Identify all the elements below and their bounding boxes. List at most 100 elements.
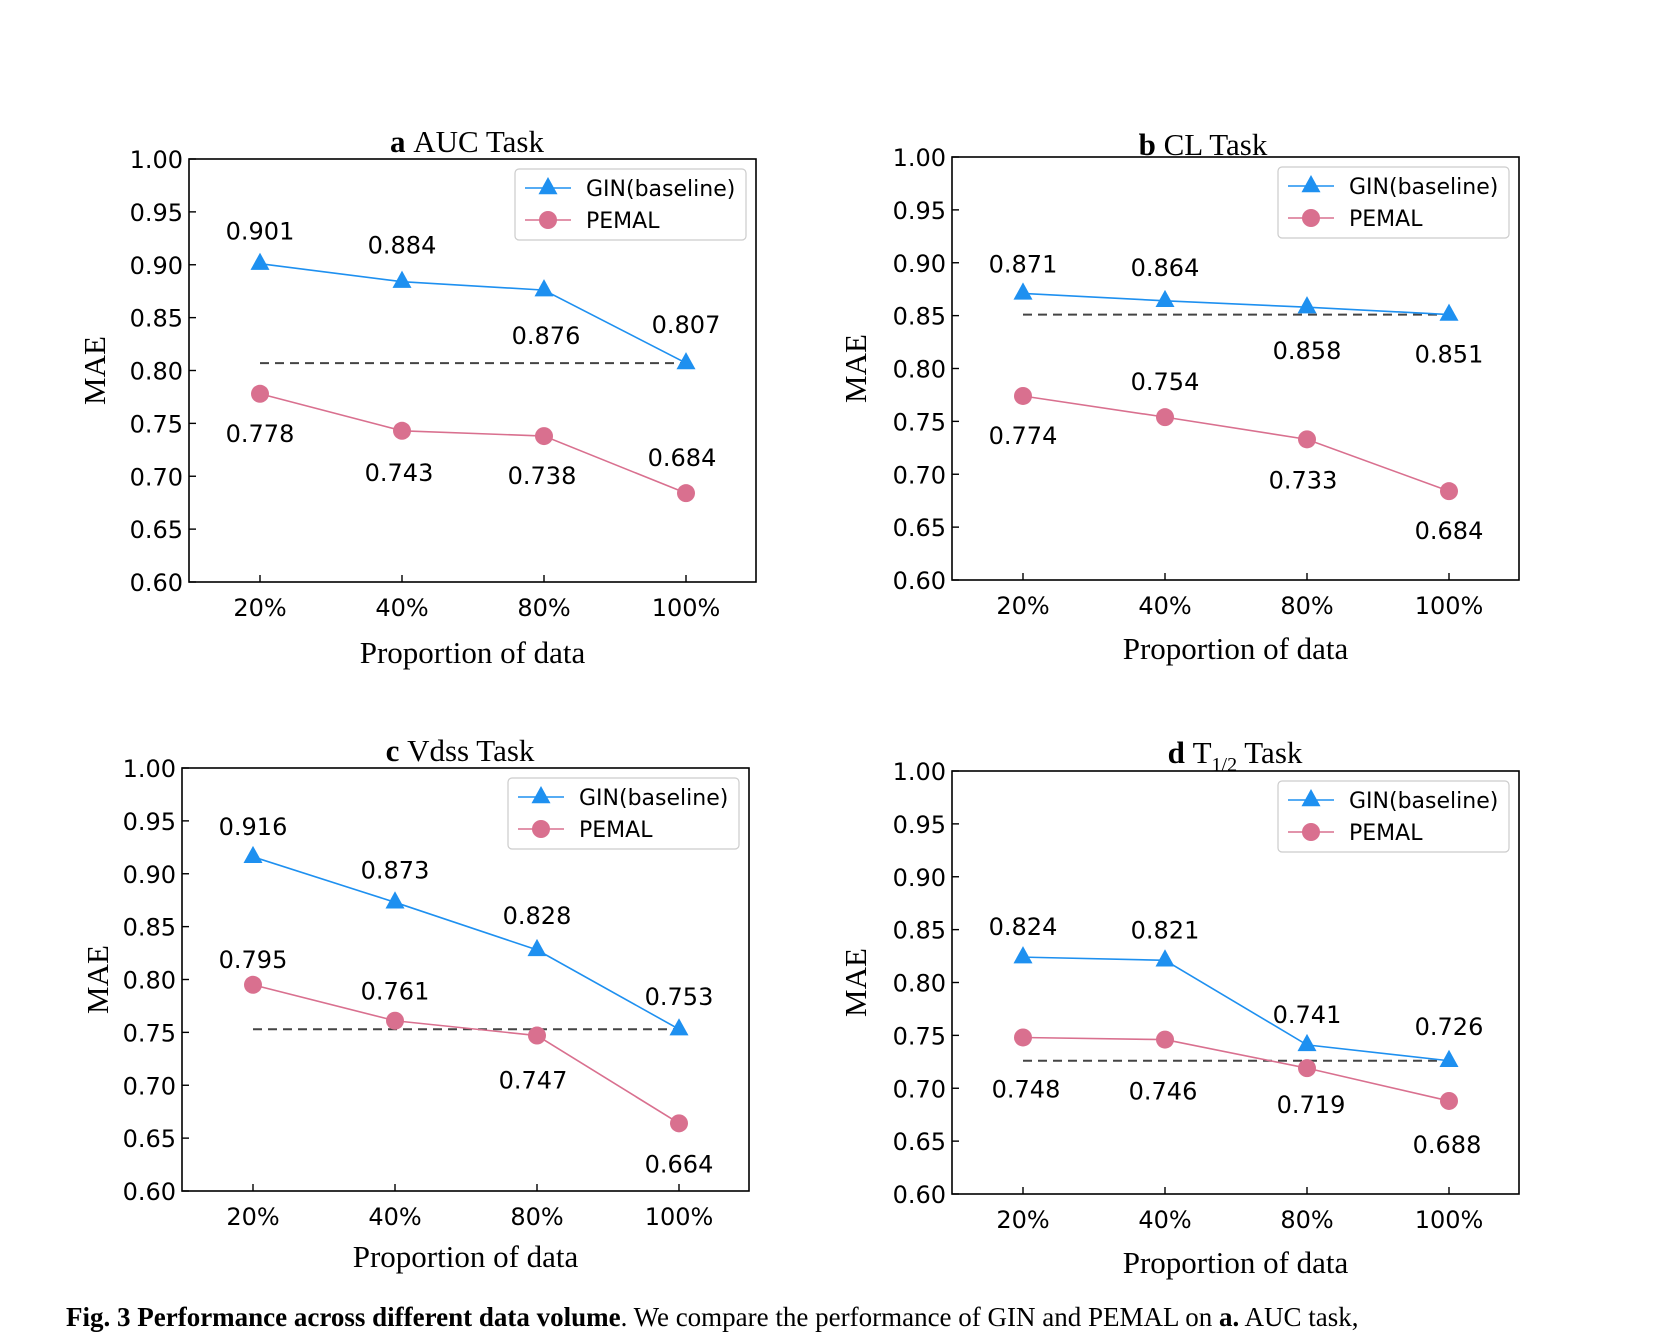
pemal-data-label: 0.733 xyxy=(1269,466,1338,494)
pemal-data-label: 0.754 xyxy=(1131,368,1200,396)
y-tick-label: 0.60 xyxy=(893,1181,946,1209)
legend-gin-label: GIN(baseline) xyxy=(579,786,728,811)
legend-gin-label: GIN(baseline) xyxy=(1349,175,1498,200)
legend-pemal-label: PEMAL xyxy=(586,209,660,234)
y-tick-label: 0.70 xyxy=(893,461,946,489)
pemal-series-line xyxy=(1022,1036,1450,1102)
gin-data-label: 0.858 xyxy=(1273,337,1342,365)
chart-title-letter: d xyxy=(1168,735,1193,770)
y-tick-label: 0.65 xyxy=(893,514,946,542)
gin-data-label: 0.864 xyxy=(1131,254,1200,282)
gin-data-label: 0.884 xyxy=(368,232,437,260)
x-axis-label: Proportion of data xyxy=(360,635,586,670)
x-tick-label: 100% xyxy=(1415,592,1484,620)
pemal-point xyxy=(670,1114,688,1133)
y-tick-label: 0.80 xyxy=(893,970,946,998)
chart-title-text: CL Task xyxy=(1164,127,1268,162)
legend-box xyxy=(507,777,740,850)
legend-gin-marker xyxy=(538,177,558,195)
x-tick-label: 20% xyxy=(233,594,286,622)
pemal-point xyxy=(1156,408,1174,427)
x-tick-label: 100% xyxy=(1415,1206,1484,1234)
gin-point xyxy=(1155,949,1175,967)
pemal-data-label: 0.778 xyxy=(226,420,295,448)
chart-d: d T1/2 Task 0.60 0.65 0.70 0.75 0.80 0.85 0.90 0… xyxy=(838,735,1520,1280)
x-tick-label: 100% xyxy=(645,1203,714,1231)
gin-point xyxy=(1439,303,1459,321)
x-axis-label: Proportion of data xyxy=(1123,631,1349,666)
pemal-point xyxy=(535,427,553,446)
x-tick-label: 40% xyxy=(1138,1206,1191,1234)
y-tick-label: 0.75 xyxy=(123,1019,176,1047)
y-tick-label: 0.95 xyxy=(893,197,946,225)
y-tick-label: 0.80 xyxy=(893,356,946,384)
y-tick-label: 0.85 xyxy=(123,914,176,942)
pemal-point xyxy=(1014,1028,1032,1047)
legend-gin-label: GIN(baseline) xyxy=(586,177,735,202)
legend-gin-label: GIN(baseline) xyxy=(1349,789,1498,814)
x-tick-label: 100% xyxy=(652,594,721,622)
gin-point xyxy=(385,891,405,909)
x-tick-label: 40% xyxy=(368,1203,421,1231)
caption-text: . We compare the performance of GIN and … xyxy=(620,1302,1220,1332)
gin-data-label: 0.873 xyxy=(361,856,430,884)
gin-data-label: 0.851 xyxy=(1415,341,1484,369)
chart-b: b CL Task 0.60 0.65 0.70 0.75 0.80 0.85 0.90 0.9… xyxy=(838,127,1520,666)
chart-c: c Vdss Task 0.60 0.65 0.70 0.75 0.80 0.85 0.90 0… xyxy=(80,733,750,1274)
y-axis-label: MAE xyxy=(838,948,873,1017)
y-tick-label: 0.60 xyxy=(130,569,183,597)
y-tick-label: 0.70 xyxy=(123,1072,176,1100)
y-tick-label: 0.70 xyxy=(893,1075,946,1103)
pemal-data-label: 0.684 xyxy=(648,444,717,472)
legend-box xyxy=(1277,780,1510,853)
figure-caption: Fig. 3 Performance across different data… xyxy=(66,1302,1666,1337)
gin-data-label: 0.753 xyxy=(645,983,714,1011)
y-tick-label: 0.90 xyxy=(893,864,946,892)
pemal-series-line xyxy=(1022,395,1450,492)
y-tick-label: 0.95 xyxy=(123,808,176,836)
gin-point xyxy=(1013,282,1033,300)
y-tick-label: 0.90 xyxy=(130,252,183,280)
pemal-point xyxy=(1156,1030,1174,1049)
chart-title-letter: b xyxy=(1139,127,1164,162)
gin-data-label: 0.828 xyxy=(503,902,572,930)
y-axis-label: MAE xyxy=(80,945,115,1014)
chart-title-after: Task xyxy=(1237,735,1303,770)
chart-title-text: Vdss Task xyxy=(407,733,535,768)
x-tick-label: 80% xyxy=(1280,1206,1333,1234)
legend-pemal-marker xyxy=(539,211,557,229)
pemal-data-label: 0.688 xyxy=(1413,1131,1482,1159)
pemal-point xyxy=(244,975,262,994)
pemal-data-label: 0.743 xyxy=(365,459,434,487)
gin-series-line xyxy=(259,262,687,364)
gin-point xyxy=(243,845,263,864)
x-tick-label: 80% xyxy=(510,1203,563,1231)
chart-title-a: a AUC Task xyxy=(390,124,544,159)
gin-point xyxy=(669,1018,689,1036)
legend: GIN(baseline) PEMAL xyxy=(514,168,747,241)
x-tick-label: 20% xyxy=(996,592,1049,620)
gin-point xyxy=(676,352,696,370)
y-tick-label: 0.65 xyxy=(130,516,183,544)
chart-title-letter: a xyxy=(390,124,413,159)
y-axis-label: MAE xyxy=(838,334,873,403)
y-tick-label: 1.00 xyxy=(893,758,946,786)
y-tick-label: 0.75 xyxy=(130,410,183,438)
y-tick-label: 0.60 xyxy=(893,567,946,595)
legend-box xyxy=(1277,166,1510,239)
pemal-data-label: 0.746 xyxy=(1129,1078,1198,1106)
y-tick-label: 1.00 xyxy=(130,146,183,174)
legend-pemal-marker xyxy=(532,820,550,838)
pemal-point xyxy=(1440,1091,1458,1110)
caption-bold-a: a. xyxy=(1219,1302,1240,1332)
gin-series-line xyxy=(252,856,680,1030)
gin-data-label: 0.741 xyxy=(1273,1001,1342,1029)
y-tick-label: 0.85 xyxy=(893,303,946,331)
pemal-point xyxy=(1440,482,1458,501)
pemal-data-label: 0.664 xyxy=(645,1150,714,1178)
gin-point xyxy=(527,938,547,957)
pemal-series-line xyxy=(252,984,680,1125)
y-tick-label: 1.00 xyxy=(893,144,946,172)
gin-point xyxy=(534,279,554,297)
legend-pemal-marker xyxy=(1302,823,1320,841)
